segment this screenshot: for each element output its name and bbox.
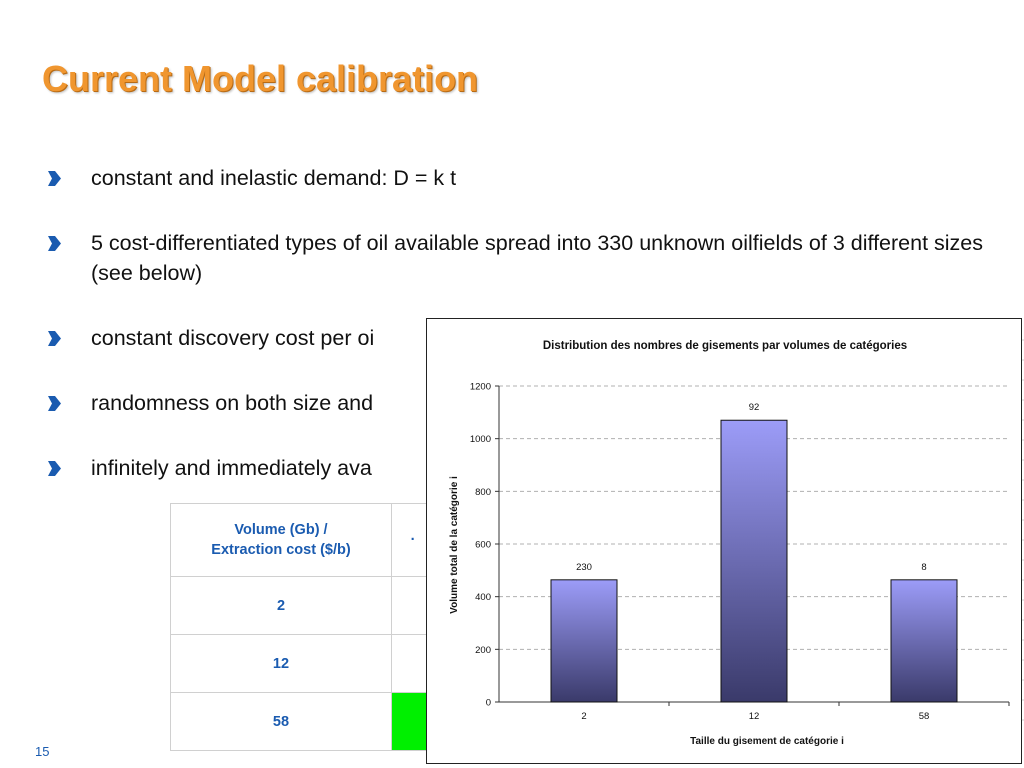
arrow-bullet-icon xyxy=(48,461,61,476)
bar xyxy=(550,579,618,703)
row-label: 12 xyxy=(170,634,392,693)
data-label: 8 xyxy=(921,562,926,573)
bullet-item: randomness on both size and xyxy=(46,388,1006,418)
arrow-bullet-icon xyxy=(48,236,61,251)
bar-chart: Distribution des nombres de gisements pa… xyxy=(449,340,1010,747)
bar xyxy=(720,419,788,703)
x-tick-label: 12 xyxy=(749,711,760,722)
y-tick-label: 800 xyxy=(475,487,491,498)
bullet-text: constant and inelastic demand: D = k t xyxy=(91,166,457,190)
table-row: 58 xyxy=(170,692,435,751)
table-header-cell: Volume (Gb) / Extraction cost ($/b) xyxy=(170,503,392,577)
x-tick-label: 58 xyxy=(919,711,930,722)
row-label: 58 xyxy=(170,692,392,751)
bullet-text: 5 cost-differentiated types of oil avail… xyxy=(91,231,983,285)
bullet-item: constant discovery cost per oi xyxy=(46,323,1006,353)
data-label: 230 xyxy=(576,562,592,573)
y-tick-label: 1200 xyxy=(470,382,491,393)
y-tick-label: 400 xyxy=(475,592,491,603)
y-tick-label: 0 xyxy=(486,698,491,709)
x-tick-label: 2 xyxy=(581,711,586,722)
table-row: 12 xyxy=(170,634,435,693)
chart-title: Distribution des nombres de gisements pa… xyxy=(543,340,907,352)
chart-panel: Distribution des nombres de gisements pa… xyxy=(426,318,1022,764)
bullet-text: randomness on both size and xyxy=(91,391,374,415)
table-row: 2 xyxy=(170,576,435,635)
y-axis-label: Volume total de la catégorie i xyxy=(449,476,460,614)
bullet-item: infinitely and immediately ava xyxy=(46,453,1006,483)
arrow-bullet-icon xyxy=(48,331,61,346)
arrow-bullet-icon xyxy=(48,171,61,186)
bullet-text: infinitely and immediately ava xyxy=(91,456,372,480)
y-tick-label: 600 xyxy=(475,540,491,551)
data-label: 92 xyxy=(749,402,760,413)
header-line2: Extraction cost ($/b) xyxy=(211,542,351,558)
y-tick-label: 1000 xyxy=(470,434,491,445)
page-number: 15 xyxy=(35,744,50,759)
cost-table: Volume (Gb) / Extraction cost ($/b) · 2 … xyxy=(170,503,435,751)
bar xyxy=(890,579,958,703)
header-line1: Volume (Gb) / xyxy=(234,522,328,538)
y-tick-label: 200 xyxy=(475,645,491,656)
x-axis-label: Taille du gisement de catégorie i xyxy=(690,736,844,747)
arrow-bullet-icon xyxy=(48,396,61,411)
bullet-list: constant and inelastic demand: D = k t 5… xyxy=(46,163,1006,483)
bullet-item: constant and inelastic demand: D = k t xyxy=(46,163,1006,193)
table-header-row: Volume (Gb) / Extraction cost ($/b) · xyxy=(170,503,435,577)
row-label: 2 xyxy=(170,576,392,635)
bullet-item: 5 cost-differentiated types of oil avail… xyxy=(46,228,1006,288)
slide-title: Current Model calibration xyxy=(42,58,479,99)
bullet-text: constant discovery cost per oi xyxy=(91,326,375,350)
